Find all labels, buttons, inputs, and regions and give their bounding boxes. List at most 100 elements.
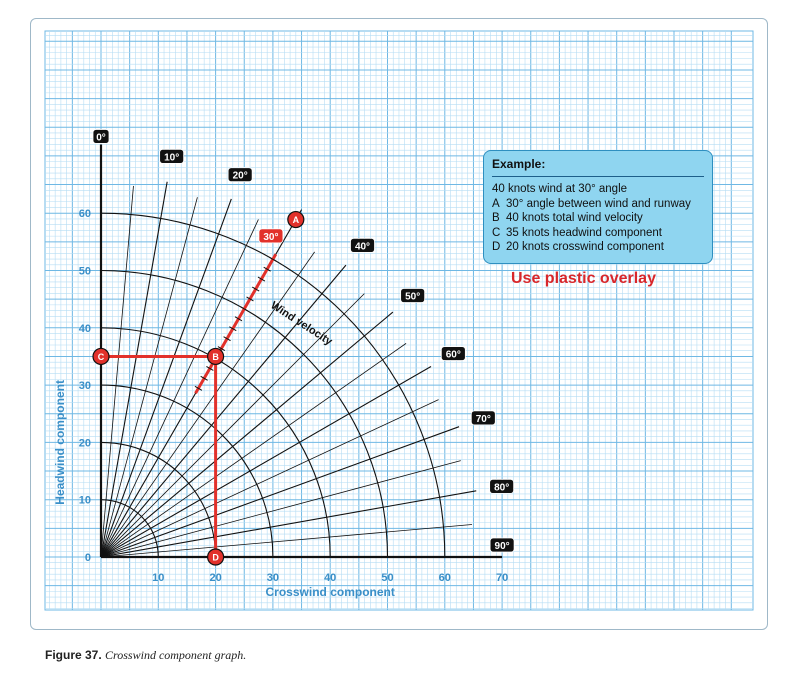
x-tick-label: 70 bbox=[496, 572, 508, 584]
velocity-tick bbox=[206, 365, 214, 371]
x-tick-label: 50 bbox=[381, 572, 393, 584]
example-line-a: A 30° angle between wind and runway bbox=[492, 197, 704, 212]
angle-label-80: 80° bbox=[489, 478, 515, 494]
y-tick-label: 50 bbox=[79, 266, 91, 278]
radial-line bbox=[100, 219, 259, 558]
angle-label-10: 10° bbox=[159, 148, 185, 164]
angle-label-70: 70° bbox=[470, 410, 496, 426]
angle-badge-shape bbox=[400, 288, 426, 303]
point-marker bbox=[207, 548, 225, 566]
velocity-tick bbox=[223, 336, 231, 342]
example-key: C bbox=[492, 226, 501, 239]
x-tick-label: 20 bbox=[209, 572, 221, 584]
angle-label-20: 20° bbox=[227, 167, 253, 183]
velocity-tick bbox=[246, 296, 254, 302]
overlay-note: Use plastic overlay bbox=[511, 270, 656, 287]
example-text: 20 knots crosswind component bbox=[506, 241, 664, 253]
x-tick-label: 40 bbox=[324, 572, 336, 584]
velocity-tick bbox=[251, 286, 260, 292]
point-b: B bbox=[207, 347, 225, 366]
angle-badge-shape bbox=[92, 129, 110, 144]
point-label: D bbox=[212, 553, 219, 563]
angle-label-50: 50° bbox=[400, 288, 426, 303]
velocity-tick bbox=[194, 385, 203, 391]
radial-line bbox=[100, 490, 477, 558]
point-marker bbox=[92, 347, 110, 366]
angle-badge-label: 70° bbox=[476, 414, 491, 425]
angle-badge-label: 60° bbox=[446, 350, 461, 361]
velocity-tick bbox=[234, 316, 243, 322]
angle-badge-shape bbox=[440, 346, 466, 361]
example-text: 30° angle between wind and runway bbox=[506, 197, 691, 210]
point-label: B bbox=[212, 352, 219, 362]
angle-badge-shape bbox=[489, 478, 515, 494]
example-text: 40 knots total wind velocity bbox=[506, 212, 643, 224]
angle-badge-shape bbox=[227, 167, 253, 183]
example-intro: 40 knots wind at 30° angle bbox=[492, 183, 628, 195]
y-tick-label: 0 bbox=[85, 552, 91, 564]
radial-lines bbox=[100, 181, 477, 558]
radial-line bbox=[100, 198, 232, 558]
angle-badge-label: 20° bbox=[233, 171, 248, 182]
example-line-c: C 35 knots headwind component bbox=[492, 226, 704, 241]
point-marker bbox=[287, 210, 305, 229]
radial-line bbox=[100, 366, 432, 558]
y-axis-label: Headwind component bbox=[53, 380, 67, 505]
radial-line bbox=[100, 343, 407, 558]
radial-line bbox=[100, 426, 460, 558]
x-tick-label: 10 bbox=[152, 572, 164, 584]
velocity-tick bbox=[263, 266, 271, 272]
example-key: A bbox=[492, 197, 500, 210]
angle-badge-label: 80° bbox=[494, 482, 509, 493]
example-title: Example: bbox=[492, 157, 704, 177]
point-marker bbox=[207, 347, 225, 366]
example-text: 35 knots headwind component bbox=[506, 226, 662, 239]
velocity-scale-line bbox=[194, 253, 278, 394]
crosswind-chart: 10 20 30 40 50 60 70 0 10 20 30 40 50 60 Crosswind com… bbox=[44, 30, 754, 611]
angle-label-60: 60° bbox=[440, 346, 466, 361]
angle-label-90: 90° bbox=[489, 537, 515, 553]
example-key: D bbox=[492, 241, 501, 253]
y-tick-label: 60 bbox=[79, 208, 91, 220]
angle-label-40: 40° bbox=[350, 237, 375, 253]
angle-badge-shape bbox=[489, 537, 515, 553]
angle-badge-label: 50° bbox=[405, 291, 420, 302]
radial-line bbox=[100, 251, 315, 558]
figure-frame: 10 20 30 40 50 60 70 0 10 20 30 40 50 60 Crosswind com… bbox=[30, 18, 768, 630]
angle-badge-shape bbox=[258, 228, 284, 244]
radial-line bbox=[100, 399, 439, 558]
velocity-tick bbox=[240, 306, 248, 312]
figure-caption: Figure 37. Crosswind component graph. bbox=[45, 648, 246, 663]
caption-label: Figure 37. bbox=[45, 648, 102, 662]
example-key: B bbox=[492, 212, 500, 224]
angle-badge-label: 0° bbox=[96, 132, 106, 143]
point-label: A bbox=[293, 215, 300, 225]
x-tick-label: 30 bbox=[267, 572, 279, 584]
radial-line bbox=[100, 460, 461, 558]
example-line-d: D 20 knots crosswind component bbox=[492, 240, 704, 255]
angle-badge-shape bbox=[159, 148, 185, 164]
velocity-tick bbox=[269, 256, 277, 262]
angle-badge-shape bbox=[470, 410, 496, 426]
radial-line bbox=[100, 197, 198, 558]
point-d: D bbox=[207, 548, 225, 566]
point-a: A bbox=[287, 210, 305, 229]
radial-line bbox=[100, 293, 365, 558]
radial-line bbox=[100, 311, 394, 558]
angle-badge-label: 30° bbox=[263, 232, 278, 243]
velocity-scale bbox=[194, 253, 278, 394]
y-tick-label: 40 bbox=[79, 323, 91, 335]
angle-badge-label: 90° bbox=[495, 541, 510, 552]
grid bbox=[45, 31, 753, 610]
angle-badge-label: 10° bbox=[164, 152, 179, 163]
example-box: Example: 40 knots wind at 30° angle A 30°… bbox=[483, 150, 713, 264]
radial-line bbox=[100, 524, 473, 558]
y-tick-label: 10 bbox=[79, 495, 91, 507]
point-label: C bbox=[98, 352, 105, 362]
point-c: C bbox=[92, 347, 110, 366]
angle-badge-shape bbox=[350, 237, 375, 253]
velocity-tick bbox=[200, 375, 208, 381]
radial-line bbox=[100, 264, 347, 558]
angle-label-0: 0° bbox=[92, 129, 110, 144]
y-tick-label: 20 bbox=[79, 437, 91, 449]
